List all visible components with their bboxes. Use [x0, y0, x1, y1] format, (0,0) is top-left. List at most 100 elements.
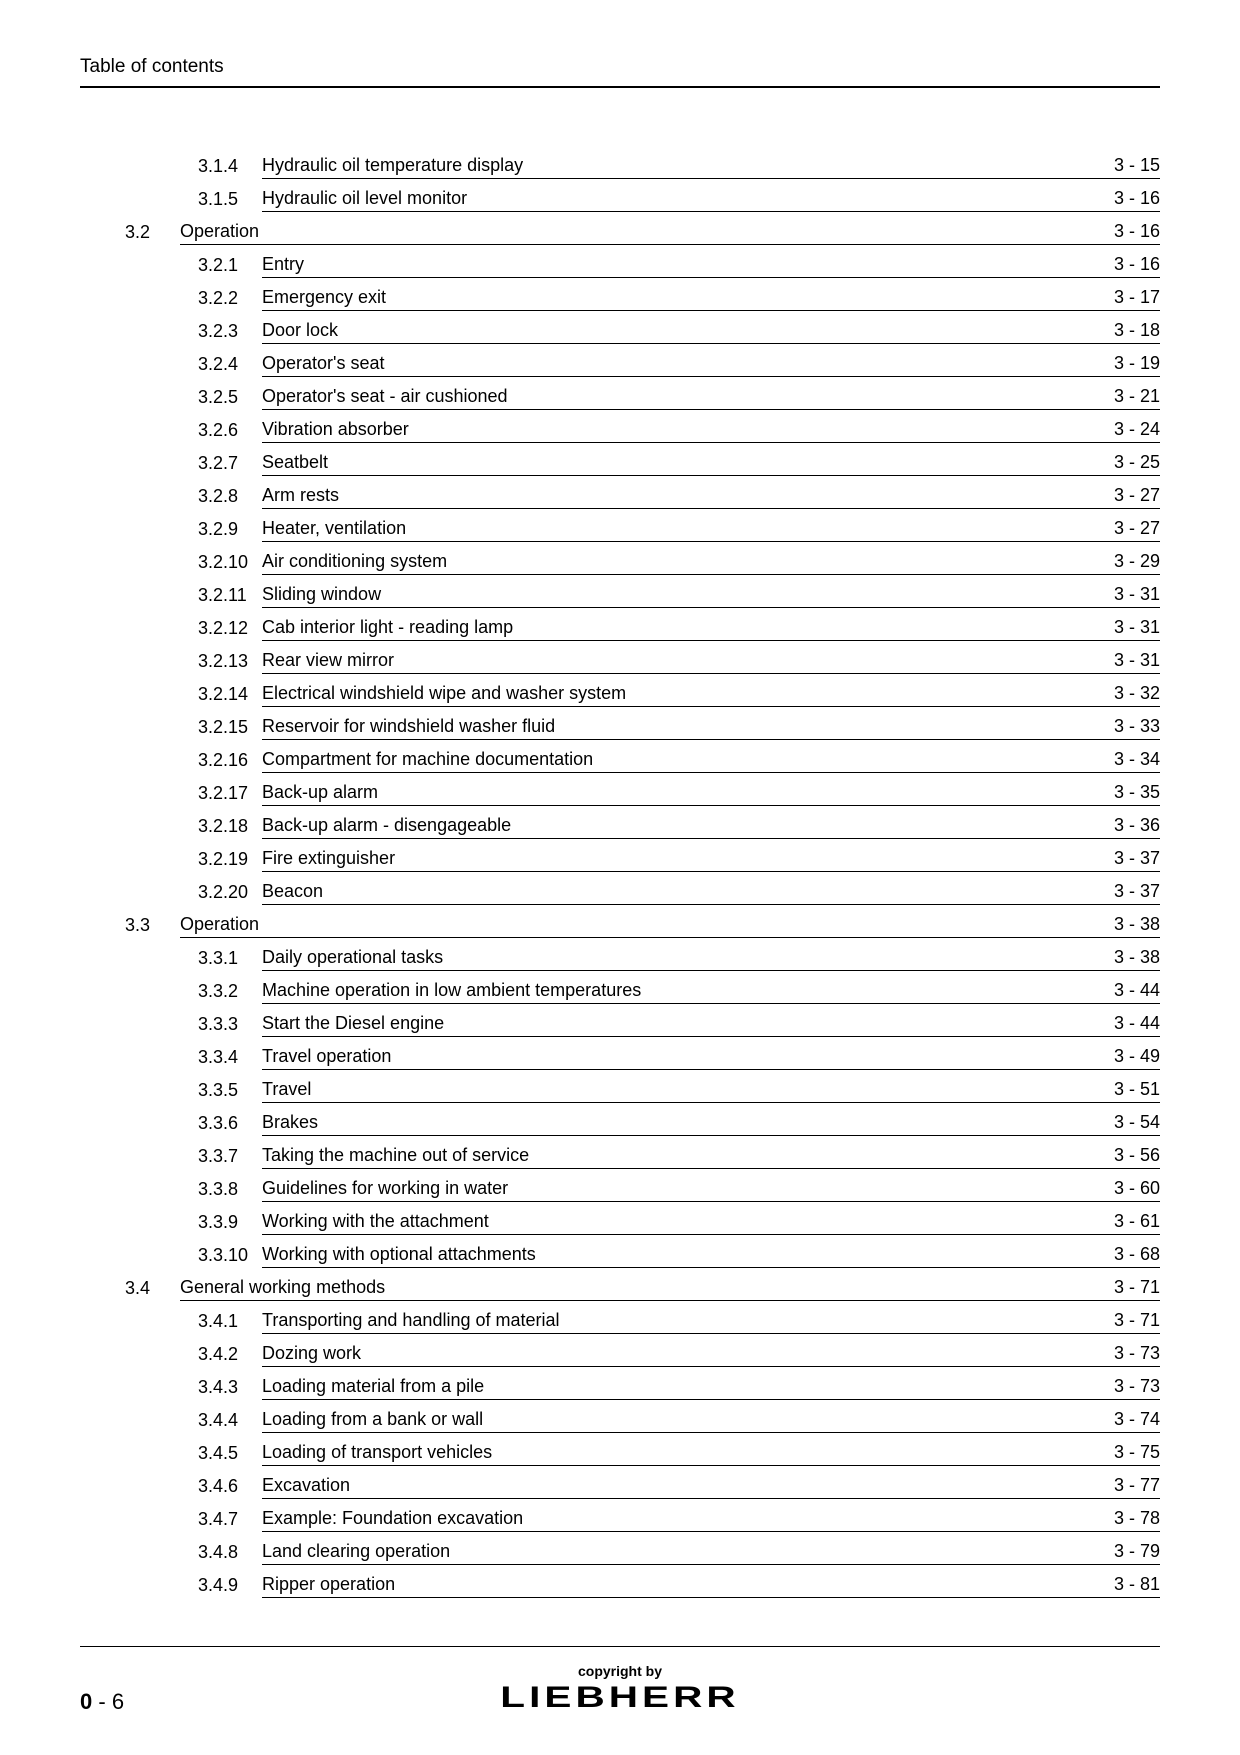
toc-page-ref: 3 - 71: [1080, 1303, 1160, 1334]
toc-spacer: [80, 1330, 180, 1334]
toc-subsection-number: 3.3.5: [180, 1081, 262, 1103]
toc-row: 3.4.1Transporting and handling of materi…: [80, 1303, 1160, 1334]
toc-spacer: [80, 472, 180, 476]
toc-subsection-number: 3.2.16: [180, 751, 262, 773]
toc-page-ref: 3 - 25: [1080, 445, 1160, 476]
toc-subsection-number: 3.2.12: [180, 619, 262, 641]
toc-page-ref: 3 - 24: [1080, 412, 1160, 443]
toc-page-ref: 3 - 31: [1080, 610, 1160, 641]
toc-page-ref: 3 - 36: [1080, 808, 1160, 839]
toc-subsection-number: 3.2.18: [180, 817, 262, 839]
toc-spacer: [80, 1264, 180, 1268]
toc-page-ref: 3 - 37: [1080, 874, 1160, 905]
toc-section-title: General working methods: [180, 1278, 1080, 1296]
page-number: 0 - 6: [80, 1689, 124, 1715]
toc-subsection-title: Land clearing operation: [262, 1534, 1080, 1565]
toc-row: 3.2.15Reservoir for windshield washer fl…: [80, 709, 1160, 740]
toc-subsection-title: Rear view mirror: [262, 643, 1080, 674]
toc-subsection-number: 3.2.9: [180, 520, 262, 542]
toc-subsection-number: 3.2.17: [180, 784, 262, 806]
toc-row: 3.4.2Dozing work3 - 73: [80, 1336, 1160, 1367]
toc-spacer: [80, 1066, 180, 1070]
toc-section-line: General working methods3 - 71: [180, 1270, 1160, 1301]
toc-row: 3.3.6Brakes3 - 54: [80, 1105, 1160, 1136]
toc-row: 3.4.9Ripper operation3 - 81: [80, 1567, 1160, 1598]
toc-subsection-number: 3.3.10: [180, 1246, 262, 1268]
toc-subsection-title: Taking the machine out of service: [262, 1138, 1080, 1169]
toc-subsection-title: Arm rests: [262, 478, 1080, 509]
toc-row: 3.2.18Back-up alarm - disengageable3 - 3…: [80, 808, 1160, 839]
toc-spacer: [80, 769, 180, 773]
toc-subsection-title: Cab interior light - reading lamp: [262, 610, 1080, 641]
toc-subsection-number: 3.4.1: [180, 1312, 262, 1334]
toc-subsection-number: 3.2.11: [180, 586, 262, 608]
toc-page-ref: 3 - 29: [1080, 544, 1160, 575]
toc-spacer: [80, 1561, 180, 1565]
toc-page-ref: 3 - 17: [1080, 280, 1160, 311]
toc-section-number: 3.2: [80, 223, 180, 245]
toc-spacer: [80, 736, 180, 740]
toc-row: 3.3.2Machine operation in low ambient te…: [80, 973, 1160, 1004]
toc-subsection-number: 3.2.5: [180, 388, 262, 410]
toc-spacer: [80, 505, 180, 509]
toc-page-ref: 3 - 18: [1080, 313, 1160, 344]
footer-rule: [80, 1646, 1160, 1647]
toc-spacer: [80, 1495, 180, 1499]
toc-row: 3.2.4Operator's seat3 - 19: [80, 346, 1160, 377]
toc-spacer: [80, 670, 180, 674]
toc-subsection-number: 3.4.4: [180, 1411, 262, 1433]
toc-page-ref: 3 - 54: [1080, 1105, 1160, 1136]
toc-spacer: [80, 274, 180, 278]
toc-row: 3.2.13Rear view mirror3 - 31: [80, 643, 1160, 674]
toc-row: 3.3.9Working with the attachment3 - 61: [80, 1204, 1160, 1235]
toc-section-title: Operation: [180, 915, 1080, 933]
toc-subsection-number: 3.2.6: [180, 421, 262, 443]
toc-page-ref: 3 - 32: [1080, 676, 1160, 707]
toc-section-title: Operation: [180, 222, 1080, 240]
toc-subsection-title: Air conditioning system: [262, 544, 1080, 575]
toc-row: 3.4.8Land clearing operation3 - 79: [80, 1534, 1160, 1565]
toc-spacer: [80, 175, 180, 179]
toc-row: 3.1.4Hydraulic oil temperature display3 …: [80, 148, 1160, 179]
toc-subsection-number: 3.2.7: [180, 454, 262, 476]
toc-subsection-title: Reservoir for windshield washer fluid: [262, 709, 1080, 740]
toc-subsection-title: Dozing work: [262, 1336, 1080, 1367]
toc-row: 3.3.4Travel operation3 - 49: [80, 1039, 1160, 1070]
toc-section-number: 3.3: [80, 916, 180, 938]
toc-page-ref: 3 - 79: [1080, 1534, 1160, 1565]
toc-spacer: [80, 1132, 180, 1136]
toc-subsection-title: Transporting and handling of material: [262, 1303, 1080, 1334]
table-of-contents: 3.1.4Hydraulic oil temperature display3 …: [80, 148, 1160, 1598]
toc-subsection-number: 3.4.7: [180, 1510, 262, 1532]
toc-subsection-number: 3.3.2: [180, 982, 262, 1004]
toc-page-ref: 3 - 16: [1080, 181, 1160, 212]
toc-spacer: [80, 1231, 180, 1235]
toc-page-ref: 3 - 75: [1080, 1435, 1160, 1466]
toc-subsection-number: 3.2.8: [180, 487, 262, 509]
toc-page-ref: 3 - 44: [1080, 1006, 1160, 1037]
toc-subsection-number: 3.2.4: [180, 355, 262, 377]
toc-row: 3.2.16Compartment for machine documentat…: [80, 742, 1160, 773]
toc-page-ref: 3 - 38: [1080, 940, 1160, 971]
toc-row: 3.2.8Arm rests3 - 27: [80, 478, 1160, 509]
toc-spacer: [80, 1363, 180, 1367]
toc-page-ref: 3 - 56: [1080, 1138, 1160, 1169]
toc-row: 3.2.3Door lock3 - 18: [80, 313, 1160, 344]
toc-row: 3.4.5Loading of transport vehicles3 - 75: [80, 1435, 1160, 1466]
toc-spacer: [80, 1429, 180, 1433]
toc-row: 3.3.7Taking the machine out of service3 …: [80, 1138, 1160, 1169]
toc-subsection-title: Working with optional attachments: [262, 1237, 1080, 1268]
toc-page-ref: 3 - 38: [1080, 915, 1160, 933]
page-footer: 0 - 6 copyright by LIEBHERR: [80, 1689, 1160, 1715]
toc-page-ref: 3 - 73: [1080, 1369, 1160, 1400]
toc-subsection-title: Entry: [262, 247, 1080, 278]
toc-page-ref: 3 - 15: [1080, 148, 1160, 179]
toc-row: 3.3.3Start the Diesel engine3 - 44: [80, 1006, 1160, 1037]
toc-spacer: [80, 835, 180, 839]
toc-subsection-number: 3.2.20: [180, 883, 262, 905]
toc-row: 3.2.11Sliding window3 - 31: [80, 577, 1160, 608]
toc-subsection-title: Fire extinguisher: [262, 841, 1080, 872]
toc-spacer: [80, 1198, 180, 1202]
toc-subsection-number: 3.3.9: [180, 1213, 262, 1235]
toc-subsection-title: Hydraulic oil temperature display: [262, 148, 1080, 179]
